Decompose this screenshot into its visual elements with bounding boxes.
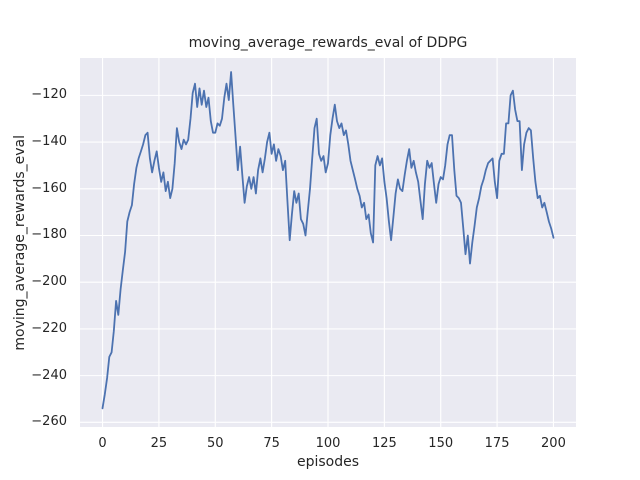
- y-tick-label: −220: [31, 320, 67, 336]
- y-tick-label: −160: [31, 180, 67, 196]
- y-tick-label: −200: [31, 274, 67, 290]
- x-axis-label: episodes: [296, 454, 360, 470]
- y-tick-label: −180: [31, 227, 67, 243]
- reward-line: [101, 71, 555, 410]
- x-tick-label: 50: [206, 436, 224, 451]
- x-tick-label: 150: [428, 436, 454, 451]
- x-tick-label: 200: [541, 436, 566, 451]
- y-tick-label: −140: [31, 134, 67, 150]
- y-tick-label: −240: [31, 367, 67, 383]
- x-tick-label: 25: [150, 436, 168, 451]
- y-tick-label: −260: [31, 414, 67, 430]
- x-tick-label: 125: [371, 436, 397, 451]
- x-tick-label: 100: [315, 436, 341, 451]
- y-tick-label: −120: [31, 87, 67, 103]
- x-tick-label: 0: [98, 436, 107, 451]
- chart-title: moving_average_rewards_eval of DDPG: [188, 35, 468, 51]
- x-tick-label: 175: [484, 436, 510, 451]
- x-tick-label: 75: [263, 436, 280, 451]
